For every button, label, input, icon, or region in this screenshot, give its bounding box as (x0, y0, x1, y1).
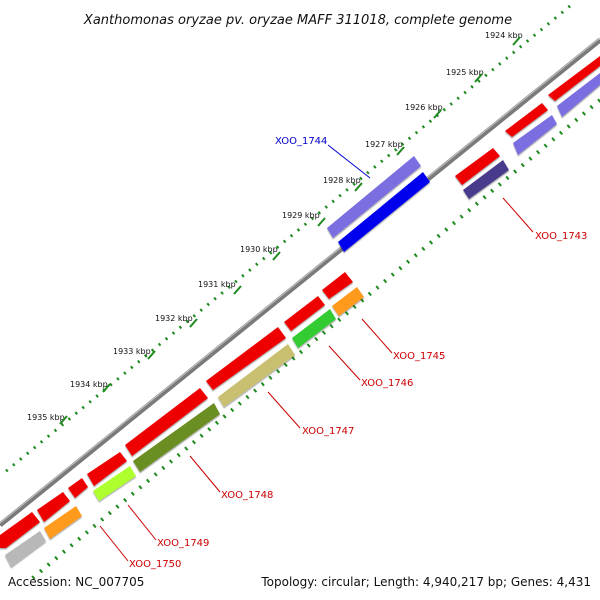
gene-box-xoo-1744-blue[interactable] (338, 172, 430, 252)
tick-mark-1931 (233, 285, 242, 295)
gene-box-xoo-1750[interactable] (5, 531, 46, 567)
accession-text: Accession: NC_007705 (8, 575, 144, 589)
cds-arrow[interactable] (284, 296, 325, 331)
tick-mark-1925 (474, 73, 483, 83)
scale-ticks: 1924 kbp 1925 kbp 1926 kbp 1927 kbp 1928… (27, 31, 523, 425)
tick-label-1924: 1924 kbp (485, 31, 523, 40)
tick-mark-1927 (396, 146, 405, 156)
gene-box-xoo-1743-purple[interactable] (513, 115, 557, 155)
gene-label-xoo-1747[interactable]: XOO_1747 (302, 426, 354, 437)
tick-mark-1924 (512, 36, 521, 46)
tick-label-1926: 1926 kbp (405, 103, 443, 112)
cds-arrow[interactable] (505, 103, 548, 137)
gene-box-xoo-1748[interactable] (133, 403, 220, 472)
tick-mark-1929 (317, 217, 326, 227)
inner-tick-track (26, 98, 600, 584)
gene-box-xoo-1744[interactable] (327, 156, 421, 238)
cds-arrow[interactable] (68, 478, 88, 498)
tick-mark-1934 (102, 383, 111, 393)
cds-arrow[interactable] (87, 452, 127, 486)
gene-boxes (5, 73, 600, 567)
tick-mark-1933 (147, 350, 156, 360)
leader-lines (99, 144, 534, 562)
scale-dotted-track (4, 4, 571, 474)
gene-label-xoo-1745[interactable]: XOO_1745 (393, 351, 445, 362)
cds-arrow[interactable] (206, 327, 286, 390)
cds-arrow[interactable] (125, 388, 208, 456)
tick-mark-1928 (354, 182, 363, 192)
gene-label-xoo-1750[interactable]: XOO_1750 (129, 559, 181, 570)
gene-labels: XOO_1743 XOO_1744 XOO_1745 XOO_1746 XOO_… (129, 136, 587, 570)
tick-label-1930: 1930 kbp (240, 245, 278, 254)
genome-backbone (0, 38, 600, 527)
gene-label-xoo-1746[interactable]: XOO_1746 (361, 378, 413, 389)
gene-box-xoo-1745[interactable] (332, 287, 364, 316)
tick-label-1934: 1934 kbp (70, 380, 108, 389)
gene-box-xoo-1746[interactable] (292, 309, 336, 348)
tick-label-1933: 1933 kbp (113, 347, 151, 356)
tick-label-1931: 1931 kbp (198, 280, 236, 289)
cds-arrow[interactable] (548, 56, 600, 101)
gene-label-xoo-1748[interactable]: XOO_1748 (221, 490, 273, 501)
tick-label-1935: 1935 kbp (27, 413, 65, 422)
cds-arrow[interactable] (455, 148, 500, 185)
tick-label-1932: 1932 kbp (155, 314, 193, 323)
gene-box-xoo-1749[interactable] (93, 466, 136, 501)
topology-text: Topology: circular; Length: 4,940,217 bp… (260, 575, 591, 589)
gene-label-xoo-1743[interactable]: XOO_1743 (535, 231, 587, 242)
gene-box-xoo-1743-purple[interactable] (557, 73, 600, 117)
map-title: Xanthomonas oryzae pv. oryzae MAFF 31101… (83, 13, 512, 28)
tick-label-1929: 1929 kbp (282, 211, 320, 220)
gene-box-xoo-1750-orange[interactable] (44, 506, 82, 539)
cds-arrow[interactable] (0, 512, 40, 548)
tick-label-1928: 1928 kbp (323, 176, 361, 185)
gene-box-xoo-1743[interactable] (463, 160, 509, 199)
gene-box-xoo-1747[interactable] (218, 344, 295, 407)
tick-mark-1930 (272, 251, 281, 261)
cds-arrow[interactable] (37, 492, 70, 522)
tick-mark-1935 (59, 415, 68, 425)
forward-cds-row (0, 56, 600, 548)
gene-label-xoo-1744[interactable]: XOO_1744 (275, 136, 327, 147)
tick-label-1927: 1927 kbp (365, 140, 403, 149)
tick-mark-1932 (189, 318, 198, 328)
cds-arrow[interactable] (322, 272, 353, 299)
gene-label-xoo-1749[interactable]: XOO_1749 (157, 538, 209, 549)
tick-mark-1926 (433, 109, 442, 119)
tick-label-1925: 1925 kbp (446, 68, 484, 77)
